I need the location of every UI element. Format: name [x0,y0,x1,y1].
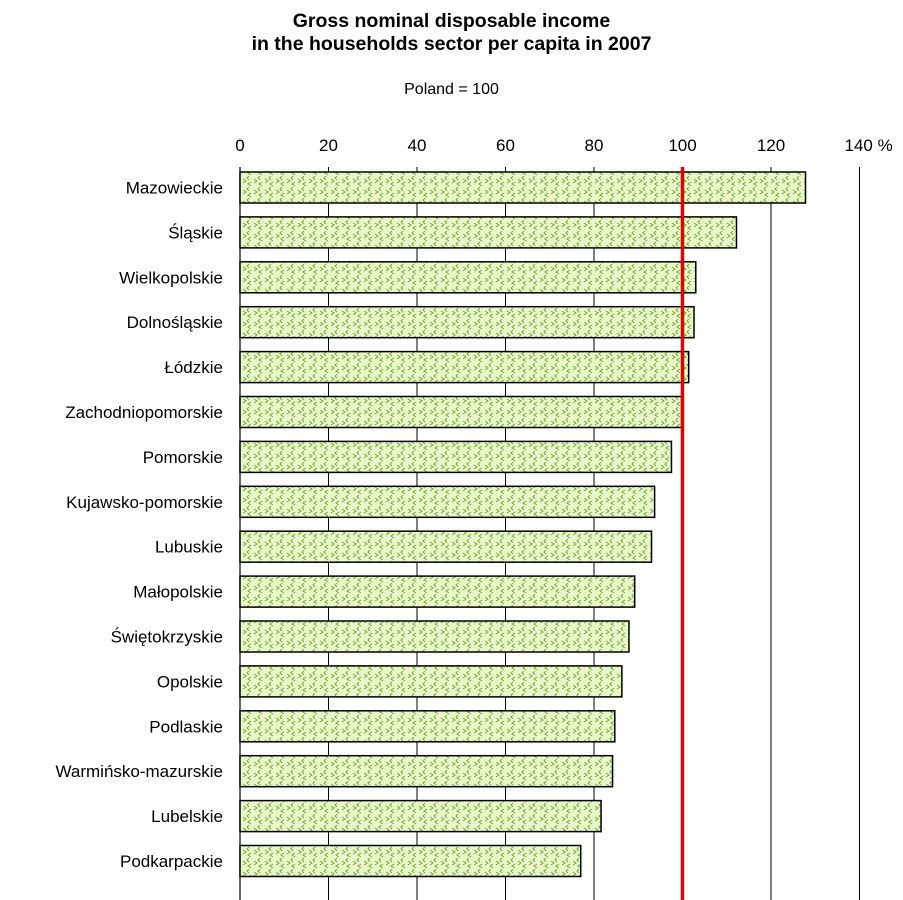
category-label: Warmińsko-mazurskie [55,762,223,781]
category-labels: Mazowieckie Śląskie Wielkopolskie Dolnośląs… [55,179,223,872]
category-label: Zachodniopomorskie [65,403,223,422]
category-label: Dolnośląskie [127,313,223,332]
x-tick-label: 0 [235,136,244,155]
x-tick-label: 20 [319,136,338,155]
x-axis-ticks: 0 20 40 60 80 100 120 140 % [235,136,892,155]
bar-lubuskie [239,530,653,563]
category-label: Wielkopolskie [119,268,223,287]
bar-zachodniopomorskie [239,395,683,429]
bar-podlaskie [239,710,616,743]
bar-pomorskie [239,440,673,474]
category-label: Świętokrzyskie [111,628,223,647]
bar-małopolskie [239,575,636,608]
x-tick-label: 100 [668,136,696,155]
bar-lubelskie [239,799,602,833]
bars [239,171,807,878]
chart-title: Gross nominal disposable income in the h… [0,10,903,56]
chart-title-line1: Gross nominal disposable income [292,10,611,32]
x-tick-label: 80 [585,136,604,155]
category-label: Lubuskie [155,538,223,557]
bar-podkarpackie [239,844,582,878]
category-label: Lubelskie [151,807,223,826]
category-label: Podkarpackie [120,852,223,871]
bar-świętokrzyskie [239,620,630,653]
bar-kujawsko-pomorskie [239,485,656,519]
bar-mazowieckie [239,171,807,204]
x-tick-label: 120 [757,136,785,155]
bar-dolnośląskie [239,305,695,339]
x-tick-label: 140 % [845,136,893,155]
bar-śląskie [239,216,738,249]
chart-subtitle: Poland = 100 [404,81,499,98]
category-label: Opolskie [157,672,223,691]
category-label: Pomorskie [143,448,223,467]
bar-łódzkie [239,350,690,384]
category-label: Łódzkie [164,358,223,377]
category-label: Śląskie [168,223,223,242]
category-label: Podlaskie [149,717,223,736]
bar-opolskie [239,665,623,698]
category-label: Kujawsko-pomorskie [66,493,223,512]
chart-title-line2: in the households sector per capita in 2… [251,33,652,55]
bar-wielkopolskie [239,261,697,294]
category-label: Małopolskie [133,583,223,602]
category-label: Mazowieckie [126,179,223,198]
x-tick-label: 60 [496,136,515,155]
x-tick-label: 40 [408,136,427,155]
bar-warmińsko-mazurskie [239,754,614,788]
